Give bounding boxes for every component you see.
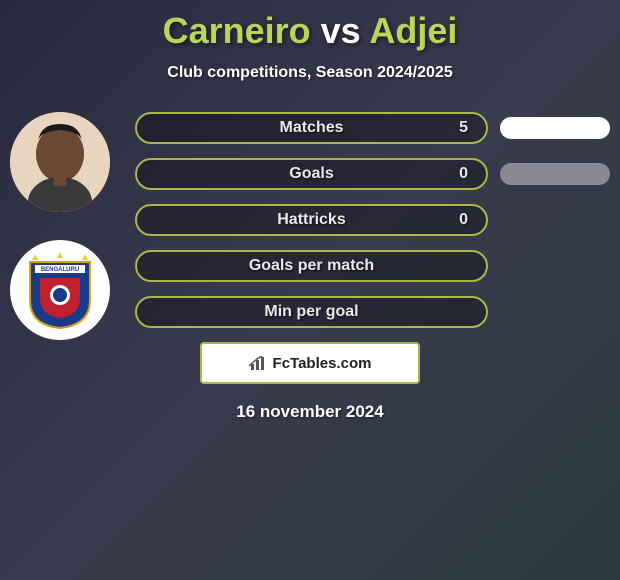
stat-row-hattricks: Hattricks 0 — [135, 204, 610, 236]
stat-row-goals: Goals 0 — [135, 158, 610, 190]
stat-row-goals-per-match: Goals per match — [135, 250, 610, 282]
vs-text: vs — [321, 10, 361, 51]
comparison-title: Carneiro vs Adjei — [0, 0, 620, 52]
stat-row-matches: Matches 5 — [135, 112, 610, 144]
attribution-badge: FcTables.com — [200, 342, 420, 384]
stat-label: Matches — [279, 119, 343, 137]
svg-text:BENGALURU: BENGALURU — [41, 267, 79, 273]
stat-row-min-per-goal: Min per goal — [135, 296, 610, 328]
stat-value: 0 — [459, 165, 468, 183]
club-logo: BENGALURU — [10, 240, 110, 340]
avatar-icon — [10, 112, 110, 212]
stat-bar: Min per goal — [135, 296, 488, 328]
stat-bar: Goals 0 — [135, 158, 488, 190]
content-area: BENGALURU Matches 5 Goals 0 Hattricks 0 — [0, 112, 620, 422]
stat-bars: Matches 5 Goals 0 Hattricks 0 Goals per … — [135, 112, 610, 328]
stat-label: Goals per match — [249, 257, 374, 275]
comparison-pill — [500, 117, 610, 139]
stat-bar: Hattricks 0 — [135, 204, 488, 236]
attribution-text: FcTables.com — [273, 355, 372, 372]
date-text: 16 november 2024 — [0, 402, 620, 422]
player1-name: Carneiro — [163, 10, 311, 51]
club-badge-icon: BENGALURU — [25, 250, 95, 330]
stat-value: 5 — [459, 119, 468, 137]
subtitle: Club competitions, Season 2024/2025 — [0, 64, 620, 82]
player-avatar — [10, 112, 110, 212]
stat-label: Min per goal — [264, 303, 358, 321]
stat-bar: Goals per match — [135, 250, 488, 282]
comparison-pill — [500, 163, 610, 185]
stat-bar: Matches 5 — [135, 112, 488, 144]
stat-label: Hattricks — [277, 211, 345, 229]
player2-name: Adjei — [369, 10, 457, 51]
chart-icon — [249, 356, 267, 370]
stat-value: 0 — [459, 211, 468, 229]
stat-label: Goals — [289, 165, 333, 183]
